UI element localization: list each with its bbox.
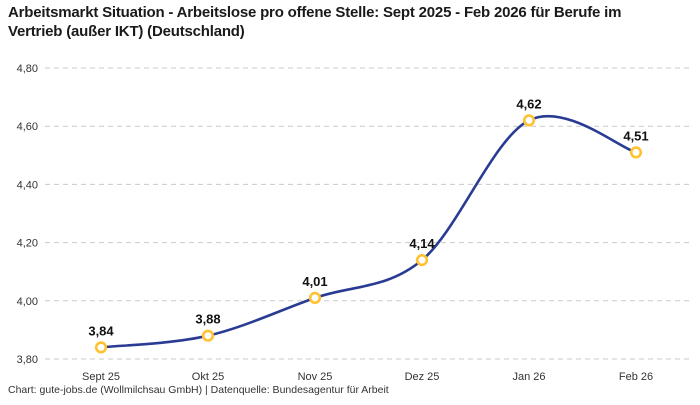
data-point-label: 4,62 xyxy=(516,96,541,111)
x-axis-tick-label: Nov 25 xyxy=(298,371,333,383)
data-point-marker[interactable] xyxy=(522,114,536,127)
x-axis-tick-label: Sept 25 xyxy=(82,371,120,383)
data-point-label: 3,88 xyxy=(195,312,220,327)
data-point-label: 4,01 xyxy=(302,274,327,289)
data-point-marker[interactable] xyxy=(201,329,215,342)
data-point-label: 4,51 xyxy=(623,128,648,143)
y-axis-tick-label: 3,80 xyxy=(17,354,38,366)
y-axis-tick-label: 4,60 xyxy=(17,121,38,133)
x-axis-tick-label: Dez 25 xyxy=(405,371,440,383)
data-point-marker[interactable] xyxy=(415,254,429,267)
data-point-label: 4,14 xyxy=(409,236,435,251)
x-axis-tick-label: Jan 26 xyxy=(512,371,545,383)
data-point-marker[interactable] xyxy=(94,341,108,354)
series-line xyxy=(99,114,638,349)
data-point-marker[interactable] xyxy=(629,146,643,159)
y-axis-tick-label: 4,20 xyxy=(17,238,38,250)
source-credit: Chart: gute-jobs.de (Wollmilchsau GmbH) … xyxy=(8,384,389,396)
y-axis-tick-label: 4,00 xyxy=(17,296,38,308)
chart-title: Arbeitsmarkt Situation - Arbeitslose pro… xyxy=(8,4,622,40)
y-axis-tick-label: 4,80 xyxy=(17,63,38,75)
x-axis-tick-label: Okt 25 xyxy=(192,371,224,383)
x-axis-tick-label: Feb 26 xyxy=(619,371,653,383)
data-point-marker[interactable] xyxy=(308,291,322,305)
data-point-label: 3,84 xyxy=(88,323,114,338)
y-axis-tick-label: 4,40 xyxy=(17,179,38,191)
